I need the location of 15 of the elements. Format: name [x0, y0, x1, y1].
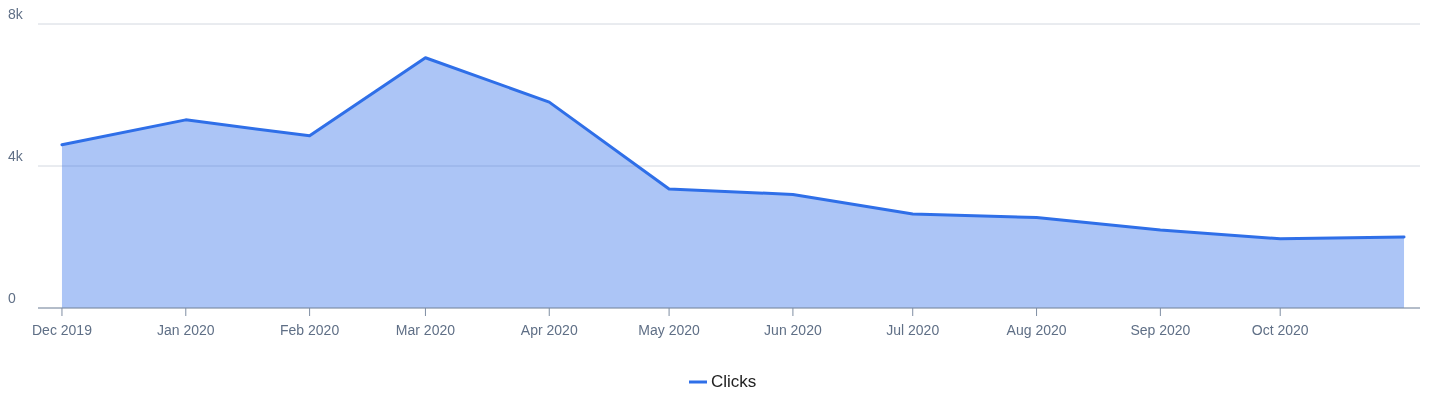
x-tick-label: Jul 2020: [886, 322, 940, 338]
y-tick-label: 0: [8, 290, 16, 306]
x-tick-label: Sep 2020: [1130, 322, 1191, 338]
x-tick-label: Aug 2020: [1006, 322, 1067, 338]
x-tick-label: Dec 2019: [32, 322, 93, 338]
y-tick-label: 4k: [8, 148, 24, 164]
x-tick-label: Jun 2020: [764, 322, 822, 338]
x-tick-label: Jan 2020: [156, 322, 215, 338]
x-tick-label: Apr 2020: [520, 322, 578, 338]
y-tick-label: 8k: [8, 6, 24, 22]
x-tick-label: Oct 2020: [1251, 322, 1309, 338]
x-tick-label: Mar 2020: [395, 322, 456, 338]
legend-label: Clicks: [711, 372, 757, 391]
x-tick-label: Feb 2020: [280, 322, 340, 338]
x-tick-label: May 2020: [638, 322, 701, 338]
